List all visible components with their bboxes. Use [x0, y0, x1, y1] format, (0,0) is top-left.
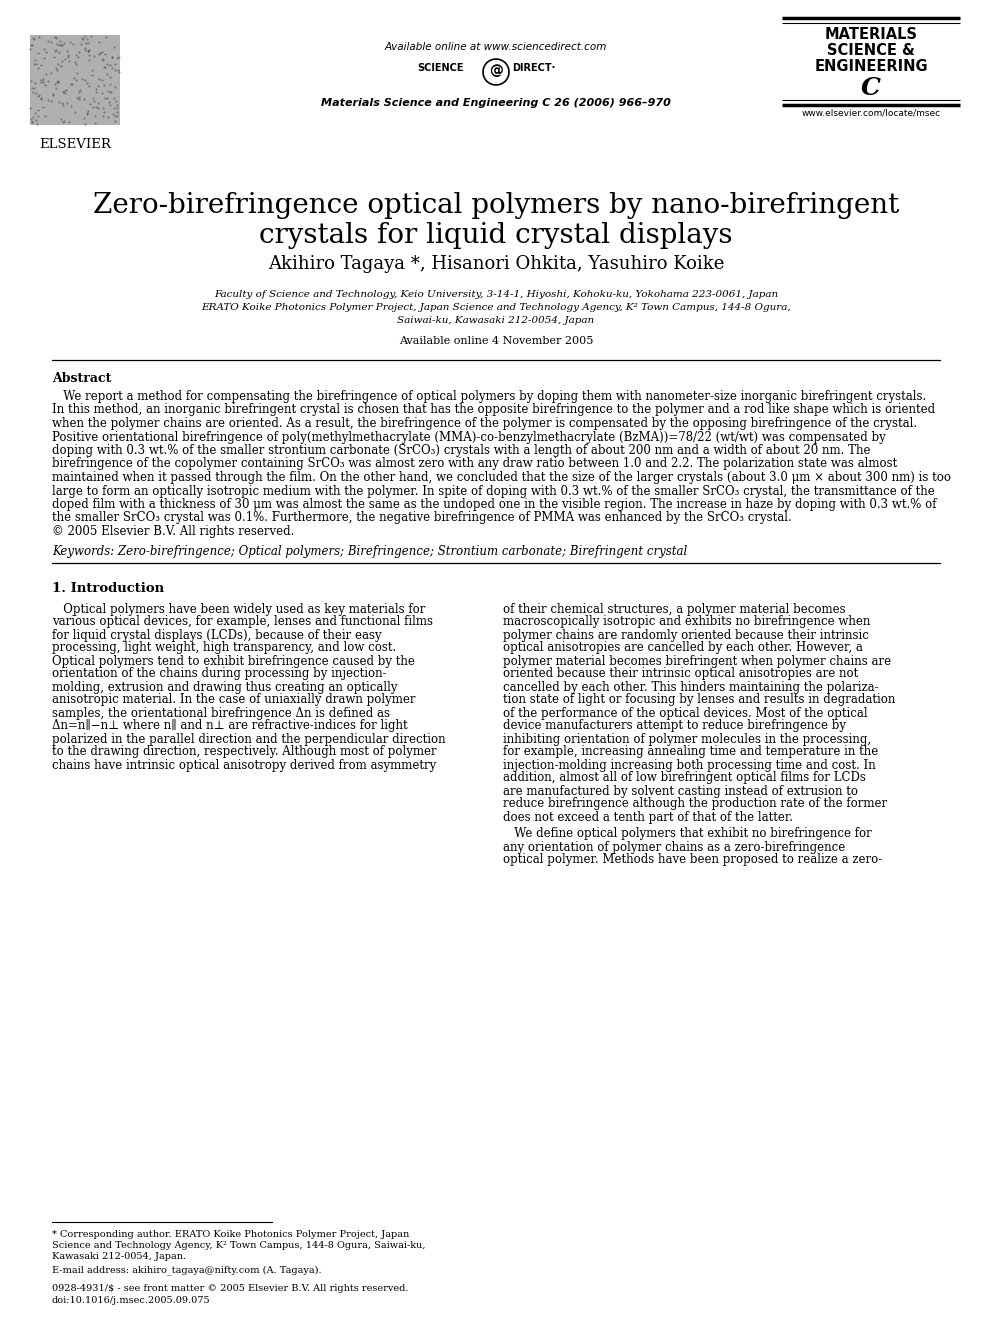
- Text: 0928-4931/$ - see front matter © 2005 Elsevier B.V. All rights reserved.: 0928-4931/$ - see front matter © 2005 El…: [52, 1285, 409, 1293]
- Text: We define optical polymers that exhibit no birefringence for: We define optical polymers that exhibit …: [503, 827, 872, 840]
- Text: doi:10.1016/j.msec.2005.09.075: doi:10.1016/j.msec.2005.09.075: [52, 1297, 210, 1304]
- Text: MATERIALS: MATERIALS: [824, 26, 918, 42]
- Text: large to form an optically isotropic medium with the polymer. In spite of doping: large to form an optically isotropic med…: [52, 484, 934, 497]
- Text: the smaller SrCO₃ crystal was 0.1%. Furthermore, the negative birefringence of P: the smaller SrCO₃ crystal was 0.1%. Furt…: [52, 512, 792, 524]
- Text: addition, almost all of low birefringent optical films for LCDs: addition, almost all of low birefringent…: [503, 771, 866, 785]
- Text: SCIENCE: SCIENCE: [418, 64, 464, 73]
- Text: Available online at www.sciencedirect.com: Available online at www.sciencedirect.co…: [385, 42, 607, 52]
- Text: various optical devices, for example, lenses and functional films: various optical devices, for example, le…: [52, 615, 433, 628]
- Text: @: @: [489, 64, 503, 78]
- Text: Zero-birefringence optical polymers by nano-birefringent: Zero-birefringence optical polymers by n…: [93, 192, 899, 220]
- Text: Abstract: Abstract: [52, 372, 111, 385]
- Text: Available online 4 November 2005: Available online 4 November 2005: [399, 336, 593, 347]
- Text: Faculty of Science and Technology, Keio University, 3-14-1, Hiyoshi, Kohoku-ku, : Faculty of Science and Technology, Keio …: [214, 290, 778, 299]
- Text: ELSEVIER: ELSEVIER: [39, 138, 111, 151]
- Text: chains have intrinsic optical anisotropy derived from asymmetry: chains have intrinsic optical anisotropy…: [52, 758, 436, 771]
- Text: orientation of the chains during processing by injection-: orientation of the chains during process…: [52, 668, 387, 680]
- Text: reduce birefringence although the production rate of the former: reduce birefringence although the produc…: [503, 798, 887, 811]
- Text: optical polymer. Methods have been proposed to realize a zero-: optical polymer. Methods have been propo…: [503, 853, 882, 867]
- Text: DIRECT·: DIRECT·: [512, 64, 556, 73]
- Text: crystals for liquid crystal displays: crystals for liquid crystal displays: [259, 222, 733, 249]
- Text: macroscopically isotropic and exhibits no birefringence when: macroscopically isotropic and exhibits n…: [503, 615, 870, 628]
- Text: Kawasaki 212-0054, Japan.: Kawasaki 212-0054, Japan.: [52, 1252, 186, 1261]
- Text: 1. Introduction: 1. Introduction: [52, 582, 164, 595]
- Text: birefringence of the copolymer containing SrCO₃ was almost zero with any draw ra: birefringence of the copolymer containin…: [52, 458, 897, 471]
- Text: Materials Science and Engineering C 26 (2006) 966–970: Materials Science and Engineering C 26 (…: [321, 98, 671, 108]
- Bar: [30, 34, 120, 124]
- Text: processing, light weight, high transparency, and low cost.: processing, light weight, high transpare…: [52, 642, 396, 655]
- Text: In this method, an inorganic birefringent crystal is chosen that has the opposit: In this method, an inorganic birefringen…: [52, 404, 935, 417]
- Text: injection-molding increasing both processing time and cost. In: injection-molding increasing both proces…: [503, 758, 876, 771]
- Text: Optical polymers have been widely used as key materials for: Optical polymers have been widely used a…: [52, 602, 426, 615]
- Text: samples, the orientational birefringence Δn is defined as: samples, the orientational birefringence…: [52, 706, 390, 720]
- Text: maintained when it passed through the film. On the other hand, we concluded that: maintained when it passed through the fi…: [52, 471, 951, 484]
- Text: cancelled by each other. This hinders maintaining the polariza-: cancelled by each other. This hinders ma…: [503, 680, 879, 693]
- Text: for liquid crystal displays (LCDs), because of their easy: for liquid crystal displays (LCDs), beca…: [52, 628, 382, 642]
- Text: are manufactured by solvent casting instead of extrusion to: are manufactured by solvent casting inst…: [503, 785, 858, 798]
- Text: device manufacturers attempt to reduce birefringence by: device manufacturers attempt to reduce b…: [503, 720, 846, 733]
- Text: for example, increasing annealing time and temperature in the: for example, increasing annealing time a…: [503, 745, 878, 758]
- Text: of their chemical structures, a polymer material becomes: of their chemical structures, a polymer …: [503, 602, 845, 615]
- Text: polymer chains are randomly oriented because their intrinsic: polymer chains are randomly oriented bec…: [503, 628, 869, 642]
- Text: of the performance of the optical devices. Most of the optical: of the performance of the optical device…: [503, 706, 868, 720]
- Text: C: C: [861, 75, 881, 101]
- Text: oriented because their intrinsic optical anisotropies are not: oriented because their intrinsic optical…: [503, 668, 858, 680]
- Text: optical anisotropies are cancelled by each other. However, a: optical anisotropies are cancelled by ea…: [503, 642, 863, 655]
- Text: anisotropic material. In the case of uniaxially drawn polymer: anisotropic material. In the case of uni…: [52, 693, 416, 706]
- Text: molding, extrusion and drawing thus creating an optically: molding, extrusion and drawing thus crea…: [52, 680, 398, 693]
- Text: We report a method for compensating the birefringence of optical polymers by dop: We report a method for compensating the …: [52, 390, 927, 404]
- Text: © 2005 Elsevier B.V. All rights reserved.: © 2005 Elsevier B.V. All rights reserved…: [52, 525, 295, 538]
- Text: E-mail address: akihiro_tagaya@nifty.com (A. Tagaya).: E-mail address: akihiro_tagaya@nifty.com…: [52, 1265, 321, 1275]
- Text: does not exceed a tenth part of that of the latter.: does not exceed a tenth part of that of …: [503, 811, 793, 823]
- Text: Δn=n∥−n⊥ where n∥ and n⊥ are refractive-indices for light: Δn=n∥−n⊥ where n∥ and n⊥ are refractive-…: [52, 720, 408, 733]
- Text: inhibiting orientation of polymer molecules in the processing,: inhibiting orientation of polymer molecu…: [503, 733, 871, 745]
- Text: ERATO Koike Photonics Polymer Project, Japan Science and Technology Agency, K² T: ERATO Koike Photonics Polymer Project, J…: [201, 303, 791, 312]
- Text: www.elsevier.com/locate/msec: www.elsevier.com/locate/msec: [802, 108, 940, 118]
- Text: SCIENCE &: SCIENCE &: [827, 44, 915, 58]
- Text: Positive orientational birefringence of poly(methylmethacrylate (MMA)-co-benzylm: Positive orientational birefringence of …: [52, 430, 886, 443]
- Text: polymer material becomes birefringent when polymer chains are: polymer material becomes birefringent wh…: [503, 655, 891, 668]
- Text: doped film with a thickness of 30 μm was almost the same as the undoped one in t: doped film with a thickness of 30 μm was…: [52, 497, 936, 511]
- Text: Optical polymers tend to exhibit birefringence caused by the: Optical polymers tend to exhibit birefri…: [52, 655, 415, 668]
- Text: any orientation of polymer chains as a zero-birefringence: any orientation of polymer chains as a z…: [503, 840, 845, 853]
- Text: Keywords: Zero-birefringence; Optical polymers; Birefringence; Strontium carbona: Keywords: Zero-birefringence; Optical po…: [52, 545, 687, 557]
- Text: doping with 0.3 wt.% of the smaller strontium carbonate (SrCO₃) crystals with a : doping with 0.3 wt.% of the smaller stro…: [52, 445, 871, 456]
- Text: Saiwai-ku, Kawasaki 212-0054, Japan: Saiwai-ku, Kawasaki 212-0054, Japan: [398, 316, 594, 325]
- Text: polarized in the parallel direction and the perpendicular direction: polarized in the parallel direction and …: [52, 733, 445, 745]
- Text: * Corresponding author. ERATO Koike Photonics Polymer Project, Japan: * Corresponding author. ERATO Koike Phot…: [52, 1230, 410, 1240]
- Text: Science and Technology Agency, K² Town Campus, 144-8 Ogura, Saiwai-ku,: Science and Technology Agency, K² Town C…: [52, 1241, 426, 1250]
- Text: tion state of light or focusing by lenses and results in degradation: tion state of light or focusing by lense…: [503, 693, 896, 706]
- Text: to the drawing direction, respectively. Although most of polymer: to the drawing direction, respectively. …: [52, 745, 436, 758]
- Text: ENGINEERING: ENGINEERING: [814, 60, 928, 74]
- Text: when the polymer chains are oriented. As a result, the birefringence of the poly: when the polymer chains are oriented. As…: [52, 417, 918, 430]
- Text: Akihiro Tagaya *, Hisanori Ohkita, Yasuhiro Koike: Akihiro Tagaya *, Hisanori Ohkita, Yasuh…: [268, 255, 724, 273]
